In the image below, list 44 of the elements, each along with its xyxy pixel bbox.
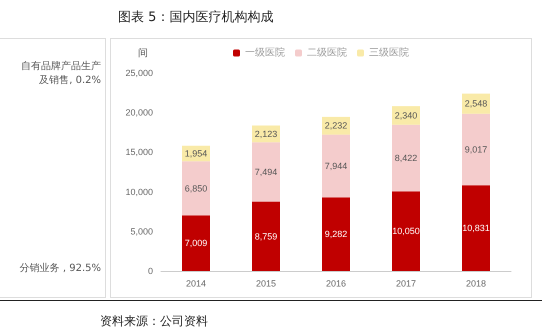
data-label: 2,123 (254, 128, 278, 139)
bar (252, 202, 280, 271)
bar (322, 197, 350, 271)
y-tick-label: 15,000 (125, 147, 153, 158)
data-label: 1,954 (184, 148, 208, 158)
bar (182, 215, 210, 271)
data-label: 2,232 (324, 120, 348, 131)
data-label: 7,494 (254, 166, 278, 177)
x-tick-label: 2015 (256, 278, 276, 288)
x-tick-label: 2014 (186, 278, 206, 288)
legend-label: 二级医院 (307, 46, 347, 58)
x-tick-label: 2018 (466, 278, 486, 288)
bar (462, 114, 490, 186)
bar (182, 161, 210, 216)
text: 资料来源：公司资料 (100, 313, 208, 330)
bar (252, 142, 280, 202)
chart-title: 图表 5：国内医疗机构构成 (118, 9, 274, 26)
bar (392, 124, 420, 192)
text: 分销业务 , 92.5% (18, 262, 101, 275)
y-tick-label: 10,000 (125, 186, 153, 197)
data-label: 9,282 (324, 229, 348, 240)
y-tick-label: 5,000 (130, 226, 153, 236)
data-label: 7,009 (184, 238, 208, 248)
data-label: 9,017 (464, 144, 488, 155)
data-label: 8,422 (394, 153, 418, 164)
data-label: 2,548 (464, 98, 488, 109)
x-tick-label: 2016 (326, 278, 346, 288)
y-tick-label: 25,000 (125, 68, 153, 78)
legend-label: 三级医院 (369, 46, 409, 58)
data-label: 10,831 (462, 223, 490, 234)
data-label: 2,340 (394, 110, 418, 120)
data-label: 8,759 (254, 231, 278, 242)
data-label: 7,944 (324, 161, 348, 172)
data-label: 10,050 (392, 226, 420, 236)
bar (322, 134, 350, 198)
legend-label: 一级医院 (245, 46, 285, 58)
y-tick-label: 0 (148, 266, 153, 276)
y-tick-label: 20,000 (125, 108, 153, 118)
y-axis-title: 间 (138, 47, 148, 60)
data-label: 6,850 (184, 183, 208, 194)
x-tick-label: 2017 (396, 278, 416, 288)
bar (392, 191, 420, 271)
bar (462, 185, 490, 271)
text: 自有品牌产品生产及销售, 0.2% (20, 60, 101, 87)
